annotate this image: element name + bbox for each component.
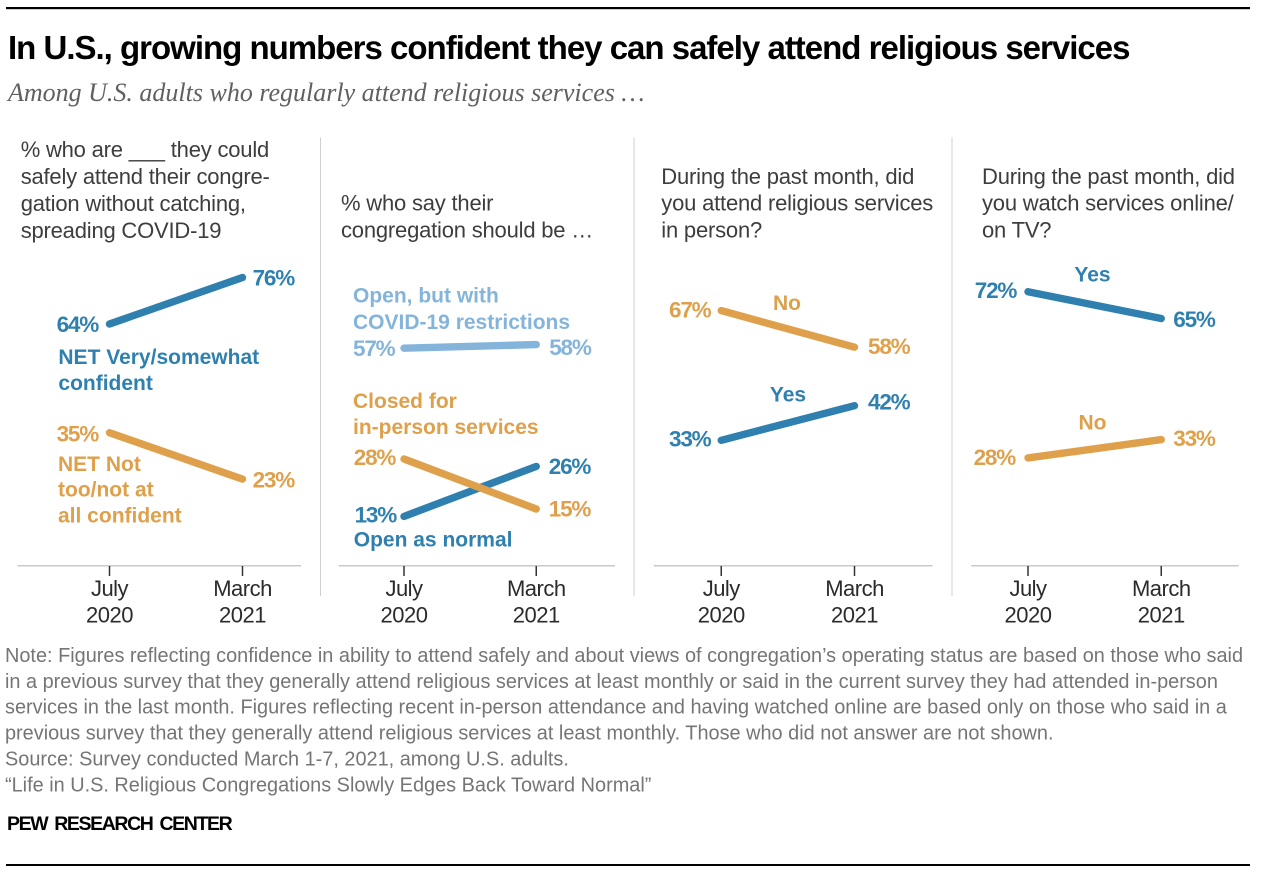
svg-text:2021: 2021 [831,603,878,628]
svg-text:“Life in U.S. Religious Congre: “Life in U.S. Religious Congregations Sl… [5,775,651,797]
svg-text:65%: 65% [1173,307,1216,332]
svg-text:you attend religious services: you attend religious services [661,191,933,216]
svg-text:July: July [385,576,423,601]
svg-text:33%: 33% [1173,426,1216,451]
svg-text:No: No [1079,411,1107,434]
svg-text:28%: 28% [974,445,1017,470]
svg-text:previous survey that they gene: previous survey that they generally atte… [5,723,1054,745]
svg-text:March: March [825,576,884,601]
svg-text:2021: 2021 [219,603,266,628]
svg-text:congregation should be …: congregation should be … [341,218,593,243]
svg-text:2020: 2020 [86,603,133,628]
svg-text:Among U.S. adults who regularl: Among U.S. adults who regularly attend r… [6,78,644,107]
svg-text:too/not at: too/not at [58,479,154,502]
svg-text:you watch services online/: you watch services online/ [982,191,1235,216]
svg-text:PEW RESEARCH CENTER: PEW RESEARCH CENTER [7,813,233,835]
svg-text:Closed for: Closed for [353,390,457,413]
svg-text:13%: 13% [355,503,398,528]
svg-text:15%: 15% [549,496,592,521]
svg-text:58%: 58% [868,334,911,359]
svg-text:2020: 2020 [1005,603,1052,628]
svg-text:in person?: in person? [661,218,762,243]
svg-text:safely attend their congre-: safely attend their congre- [21,164,270,189]
svg-text:July: July [91,576,129,601]
svg-text:spreading COVID-19: spreading COVID-19 [21,218,222,243]
svg-text:67%: 67% [669,298,712,323]
svg-text:64%: 64% [57,312,100,337]
svg-text:No: No [773,292,801,315]
svg-text:Note: Figures reflecting confi: Note: Figures reflecting confidence in a… [5,645,1243,667]
svg-text:72%: 72% [975,278,1018,303]
svg-text:Open as normal: Open as normal [354,528,513,551]
svg-text:2021: 2021 [1138,603,1185,628]
svg-text:March: March [507,576,566,601]
svg-text:2020: 2020 [381,603,428,628]
svg-text:NET Not: NET Not [58,453,141,476]
svg-text:2020: 2020 [698,603,745,628]
svg-text:confident: confident [58,372,152,395]
svg-text:2021: 2021 [513,603,560,628]
svg-text:March: March [213,576,272,601]
svg-text:Source: Survey conducted March: Source: Survey conducted March 1-7, 2021… [5,749,569,771]
svg-text:NET Very/somewhat: NET Very/somewhat [58,346,259,369]
svg-text:July: July [1009,576,1047,601]
svg-text:23%: 23% [253,467,296,492]
svg-text:in a previous survey that they: in a previous survey that they generally… [5,671,1218,693]
svg-text:COVID-19 restrictions: COVID-19 restrictions [353,311,570,334]
svg-text:in-person services: in-person services [353,416,539,439]
svg-text:26%: 26% [549,454,592,479]
svg-text:42%: 42% [868,390,911,415]
svg-text:During the past month, did: During the past month, did [661,164,914,189]
svg-text:gation without catching,: gation without catching, [21,191,246,216]
svg-text:Yes: Yes [1074,263,1110,286]
svg-text:Yes: Yes [770,383,806,406]
svg-text:March: March [1132,576,1191,601]
svg-text:76%: 76% [253,266,296,291]
svg-text:During the past month, did: During the past month, did [982,164,1235,189]
svg-text:% who are ___ they could: % who are ___ they could [21,137,269,162]
svg-text:In U.S., growing numbers confi: In U.S., growing numbers confident they … [8,29,1129,66]
svg-text:services in the last month. Fi: services in the last month. Figures refl… [5,697,1228,719]
svg-text:33%: 33% [669,426,712,451]
svg-text:all confident: all confident [58,505,182,528]
svg-text:% who say their: % who say their [341,191,493,216]
svg-text:28%: 28% [354,445,397,470]
svg-text:Open, but with: Open, but with [353,285,499,308]
svg-text:35%: 35% [57,422,100,447]
svg-text:57%: 57% [353,336,396,361]
svg-text:on TV?: on TV? [982,218,1051,243]
svg-text:58%: 58% [549,335,592,360]
svg-text:July: July [703,576,741,601]
